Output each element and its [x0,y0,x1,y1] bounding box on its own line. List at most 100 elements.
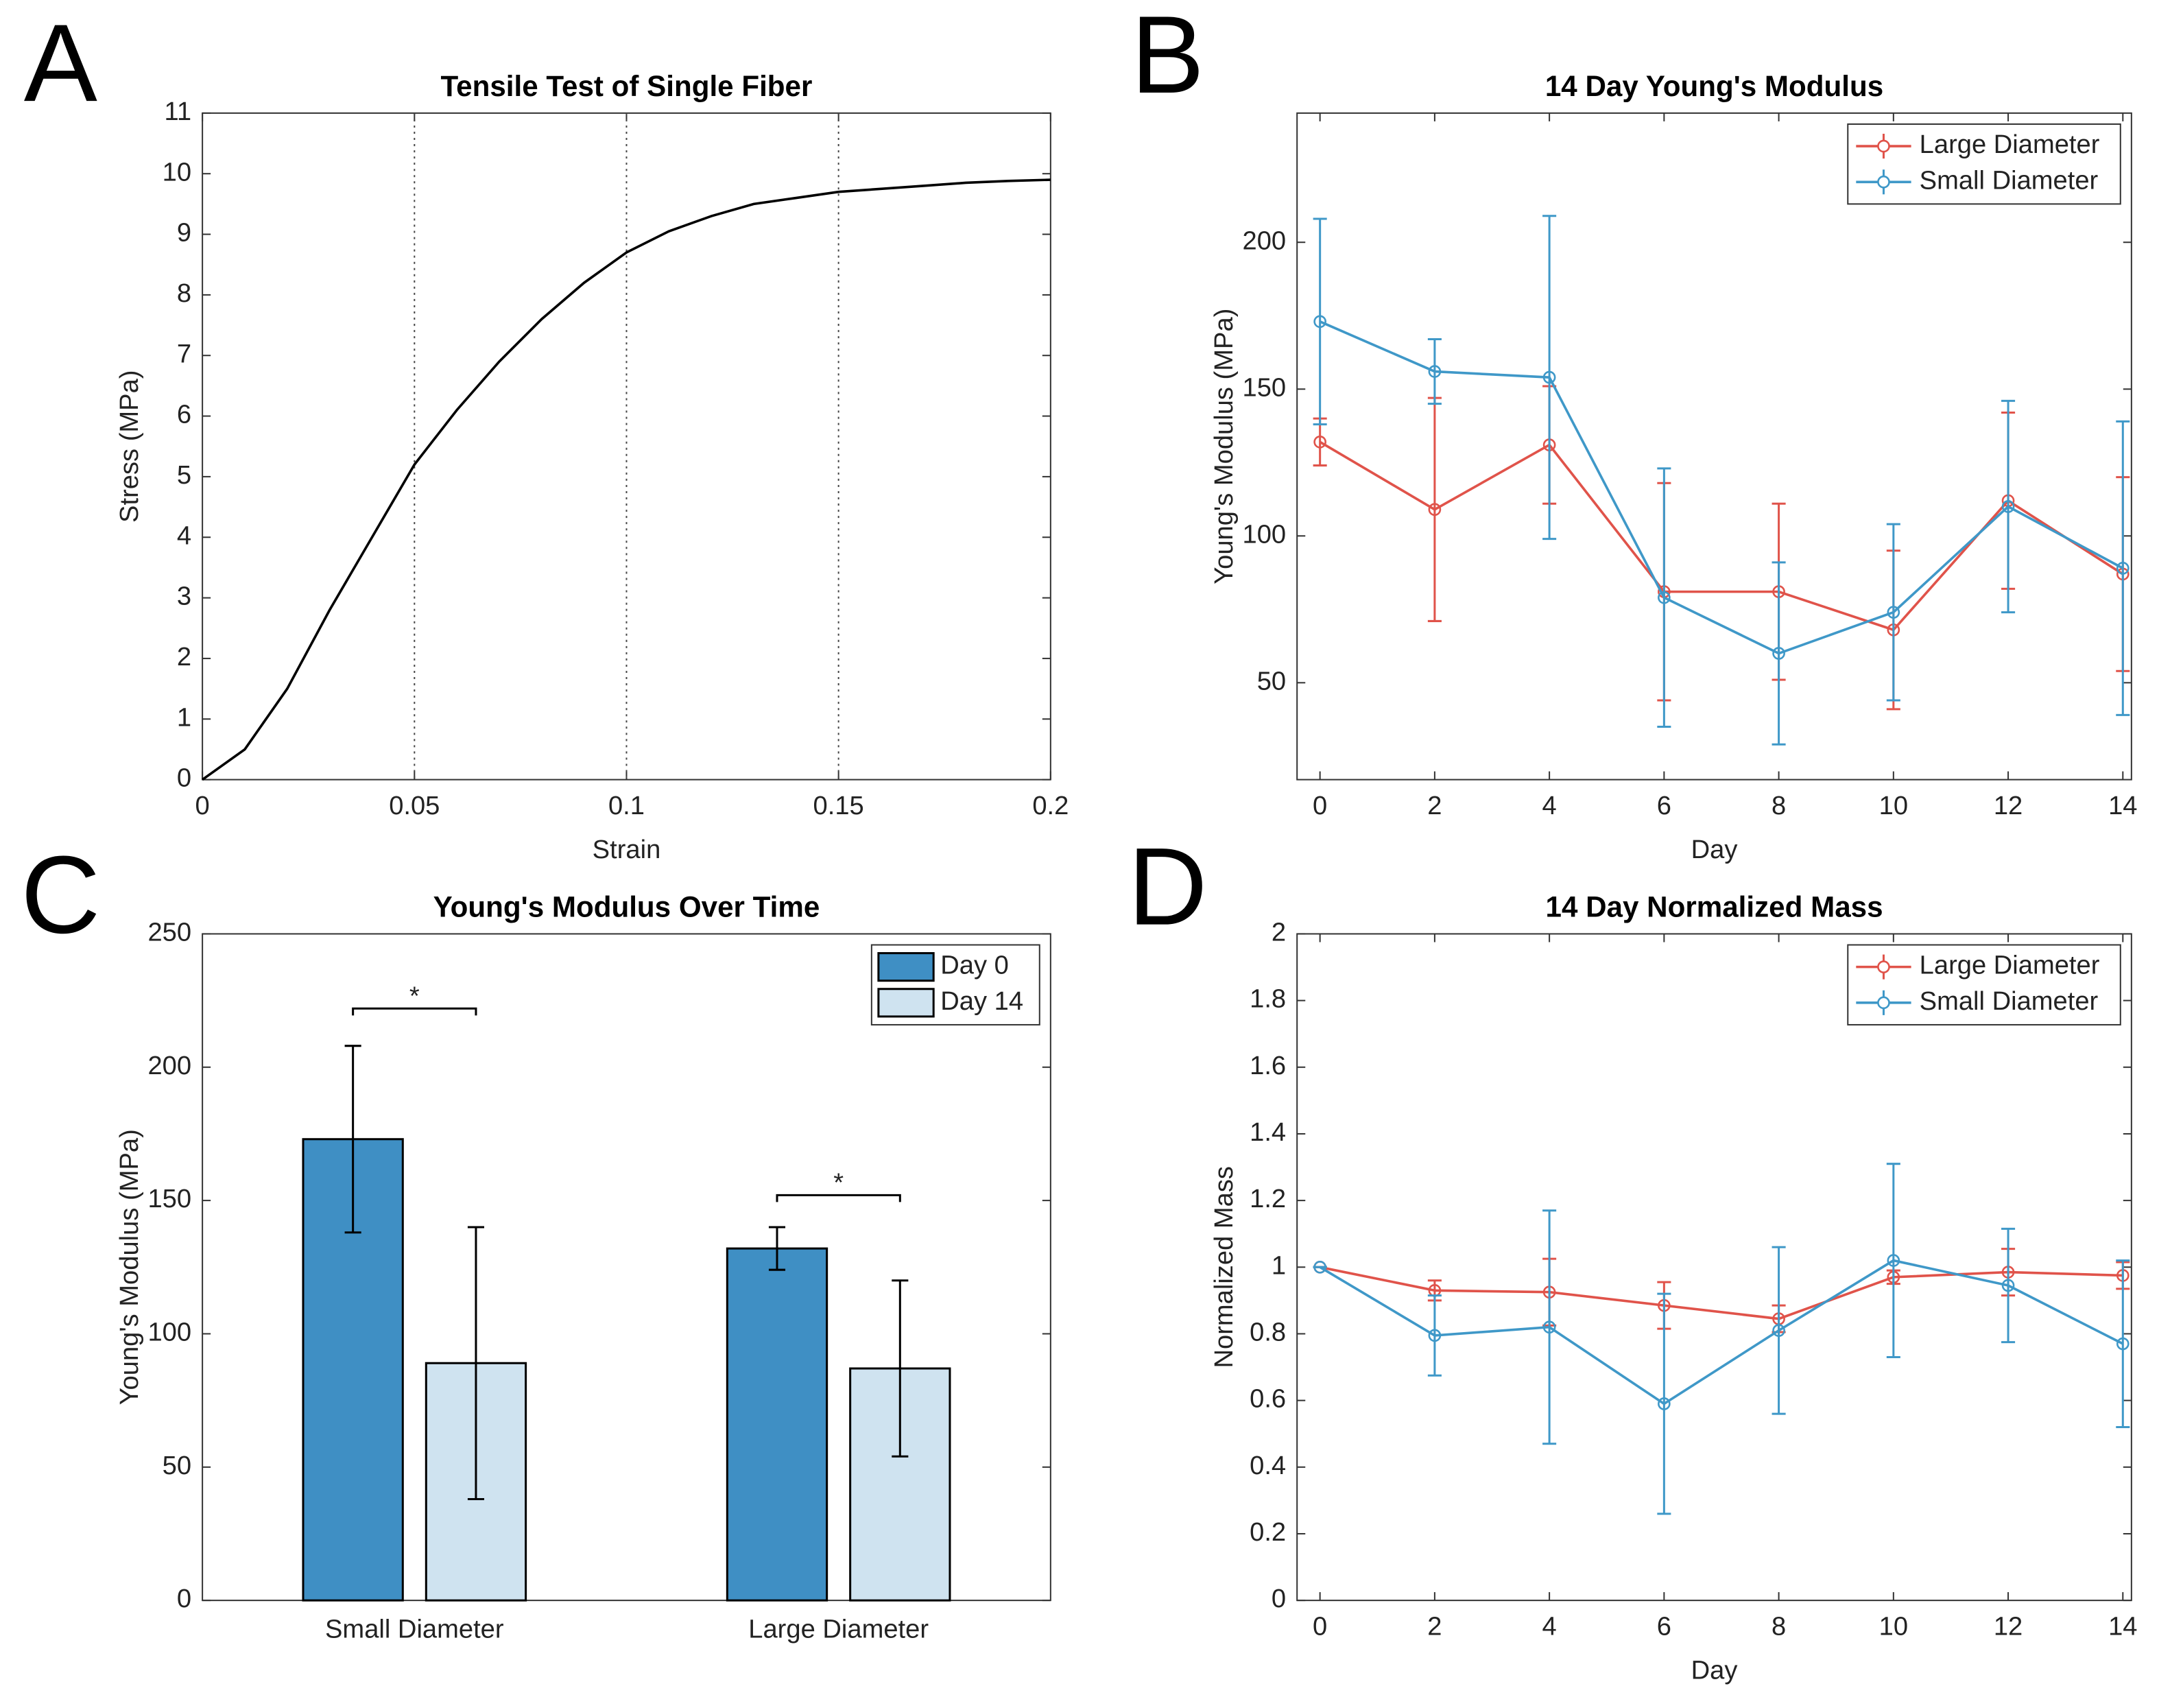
legend-label: Small Diameter [1920,165,2099,195]
legend-label: Large Diameter [1920,130,2100,159]
x-tick-label: 2 [1427,791,1442,820]
data-point [2001,500,2015,513]
x-tick-label: 0 [1313,1611,1327,1641]
x-tick-label: 8 [1772,1611,1786,1641]
legend-label: Day 14 [940,986,1023,1016]
y-tick-label: 1.8 [1250,984,1286,1014]
x-tick-label: 12 [1994,1611,2023,1641]
y-tick-label: 3 [177,582,191,611]
x-tick-label: Small Diameter [325,1614,504,1644]
y-tick-label: 50 [1257,666,1286,696]
x-tick-label: 2 [1427,1611,1442,1641]
y-tick-label: 8 [177,278,191,308]
legend-marker [1877,996,1890,1010]
data-point [1313,315,1326,329]
legend-label: Day 0 [940,951,1009,980]
legend-marker [1877,175,1890,189]
x-tick-label: 14 [2108,1611,2137,1641]
y-tick-label: 0.6 [1250,1384,1286,1414]
x-tick-label: 8 [1772,791,1786,820]
y-tick-label: 2 [177,642,191,672]
data-line [1319,320,2124,655]
y-tick-label: 0 [177,763,191,793]
y-tick-label: 4 [177,521,191,550]
bar [726,1247,828,1602]
data-point [2116,562,2130,575]
x-tick-label: 0.15 [813,791,864,820]
data-point [1313,1260,1326,1274]
plot-frame [202,112,1051,781]
chart-title: Young's Modulus Over Time [433,890,820,923]
y-tick-label: 7 [177,339,191,368]
legend-label: Small Diameter [1920,986,2099,1016]
x-tick-label: 6 [1657,1611,1671,1641]
legend-box [1847,944,2121,1025]
data-point [2116,1337,2130,1351]
x-tick-label: 0.05 [389,791,440,820]
panel-letter: C [21,834,100,957]
y-tick-label: 1 [177,702,191,732]
y-axis-label: Young's Modulus (MPa) [1209,309,1239,584]
y-tick-label: 1.4 [1250,1117,1286,1147]
y-tick-label: 1 [1272,1250,1286,1280]
data-point [1542,370,1556,384]
significance-bracket [776,1194,901,1202]
legend-label: Large Diameter [1920,951,2100,980]
y-tick-label: 250 [147,918,191,947]
x-tick-label: 0 [1313,791,1327,820]
y-tick-label: 0.4 [1250,1451,1286,1480]
legend-swatch [877,988,935,1018]
significance-label: * [833,1167,844,1197]
x-axis-label: Day [1691,835,1738,864]
x-axis-label: Strain [593,835,661,864]
data-line [1319,1259,2124,1405]
y-tick-label: 5 [177,460,191,490]
data-point [1658,591,1671,604]
data-line [202,178,1051,781]
significance-label: * [409,981,420,1010]
x-tick-label: 6 [1657,791,1671,820]
y-tick-label: 150 [147,1184,191,1213]
data-point [2001,1279,2015,1292]
y-tick-label: 0 [1272,1584,1286,1613]
panel-letter: D [1128,826,1207,949]
y-tick-label: 150 [1243,372,1287,402]
x-tick-label: 14 [2108,791,2137,820]
data-point [1313,435,1326,449]
x-axis-label: Day [1691,1656,1738,1685]
x-tick-label: 0.1 [608,791,645,820]
y-tick-label: 9 [177,218,191,248]
chart-title: 14 Day Normalized Mass [1546,890,1883,923]
legend-marker [1877,960,1890,973]
x-tick-label: 0.2 [1032,791,1069,820]
y-tick-label: 0.8 [1250,1318,1286,1347]
x-tick-label: 10 [1879,791,1908,820]
plot-frame [1296,933,2132,1602]
y-tick-label: 200 [1243,226,1287,255]
y-tick-label: 0.2 [1250,1517,1286,1547]
data-point [1428,503,1442,517]
y-tick-label: 1.2 [1250,1184,1286,1213]
x-tick-label: 12 [1994,791,2023,820]
x-tick-label: 10 [1879,1611,1908,1641]
x-tick-label: 4 [1542,1611,1557,1641]
y-axis-label: Young's Modulus (MPa) [115,1129,144,1405]
significance-bracket [352,1007,477,1016]
legend-box [1847,123,2121,205]
data-point [1772,1324,1785,1337]
data-point [1542,1320,1556,1334]
data-point [1658,1397,1671,1410]
x-tick-label: 0 [195,791,210,820]
y-tick-label: 11 [164,97,191,126]
y-tick-label: 100 [147,1318,191,1347]
panel-letter: A [24,2,97,125]
data-point [1428,365,1442,378]
y-tick-label: 200 [147,1051,191,1080]
data-point [1887,1254,1900,1267]
y-tick-label: 100 [1243,519,1287,549]
legend-swatch [877,952,935,982]
chart-title: Tensile Test of Single Fiber [441,70,813,102]
x-tick-label: Large Diameter [748,1614,929,1644]
y-tick-label: 2 [1272,918,1286,947]
